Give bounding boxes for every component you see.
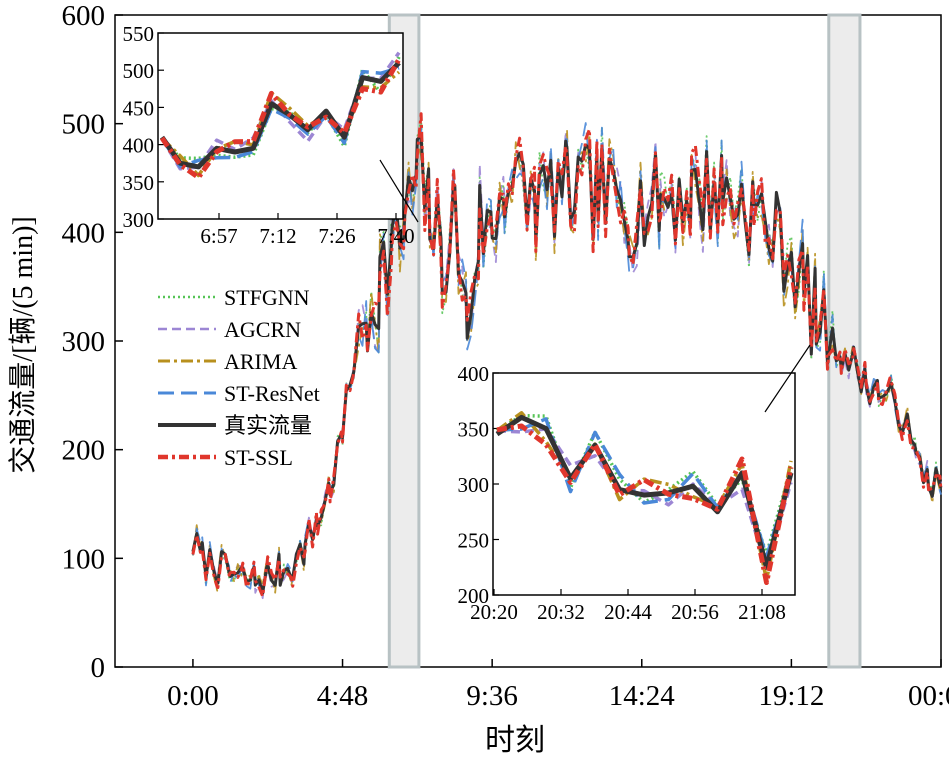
x-tick-label: 14:24 <box>609 680 676 712</box>
inset-connector-morning <box>379 159 419 223</box>
inset-series-line <box>159 61 401 170</box>
inset-y-tick-label: 350 <box>458 418 490 442</box>
legend-label: 真实流量 <box>224 413 312 438</box>
y-tick-label: 500 <box>62 109 106 141</box>
y-tick-label: 300 <box>62 326 106 358</box>
inset-x-tick-label: 20:56 <box>671 600 719 624</box>
inset-evening: 200 250 300 350 400 20:20 20:32 20:44 20:56 21:08 <box>458 362 796 624</box>
x-tick-label: 00:00 <box>908 680 949 712</box>
inset-series-line <box>160 70 401 178</box>
inset-y-tick-label: 500 <box>123 59 155 83</box>
inset-y-tick-label: 300 <box>123 208 155 232</box>
inset-x-tick-label: 20:20 <box>470 600 518 624</box>
inset-x-tick-label: 21:08 <box>738 600 786 624</box>
inset-y-tick-label: 550 <box>123 22 155 46</box>
inset-x-tick-label: 7:26 <box>318 224 355 248</box>
inset-x-tick-label: 20:44 <box>604 600 652 624</box>
inset-frame <box>492 372 796 596</box>
inset-x-tick-label: 20:32 <box>537 600 585 624</box>
y-tick-label: 200 <box>62 435 106 467</box>
legend-label: ST-SSL <box>224 445 293 470</box>
inset-y-tick-label: 400 <box>458 362 490 386</box>
y-axis-title: 交通流量/[辆/(5 min)] <box>7 216 39 473</box>
inset-y-tick-label: 250 <box>458 529 490 553</box>
inset-series-line <box>159 57 402 180</box>
inset-series-line <box>496 423 794 585</box>
inset-connector-evening <box>764 344 811 413</box>
y-axis: 0 100 200 300 400 500 600 <box>62 0 123 684</box>
legend-label: STFGNN <box>224 285 310 310</box>
y-tick-label: 100 <box>62 543 106 575</box>
x-tick-label: 0:00 <box>167 680 219 712</box>
x-tick-label: 9:36 <box>466 680 518 712</box>
x-tick-label: 19:12 <box>758 680 824 712</box>
legend-label: ST-ResNet <box>224 381 320 406</box>
legend-label: ARIMA <box>224 349 297 374</box>
inset-frame <box>157 32 404 220</box>
y-tick-label: 400 <box>62 217 106 249</box>
inset-x-tick-label: 6:57 <box>200 224 237 248</box>
inset-series-line <box>160 66 400 169</box>
inset-y-tick-label: 350 <box>123 171 155 195</box>
highlight-window <box>387 13 421 669</box>
inset-x-tick-label: 7:40 <box>377 224 414 248</box>
inset-x-tick-label: 7:12 <box>259 224 296 248</box>
inset-y-tick-label: 400 <box>123 134 155 158</box>
x-axis-title: 时刻 <box>485 724 545 757</box>
inset-y-tick-label: 200 <box>458 584 490 608</box>
x-tick-label: 4:48 <box>317 680 369 712</box>
inset-y-tick-label: 300 <box>458 473 490 497</box>
x-axis: 0:00 4:48 9:36 14:24 19:12 00:00 <box>167 659 949 712</box>
inset-morning: 300 350 400 450 500 550 6:57 7:12 7:26 7:40 <box>123 22 415 248</box>
legend-label: AGCRN <box>224 317 301 342</box>
main-series-group <box>191 112 943 600</box>
y-tick-label: 0 <box>91 652 106 684</box>
inset-y-tick-label: 450 <box>123 96 155 120</box>
inset-series-line <box>495 414 794 570</box>
legend: STFGNN AGCRN ARIMA ST-ResNet 真实流量 ST-SSL <box>158 285 320 470</box>
y-tick-label: 600 <box>62 0 106 32</box>
